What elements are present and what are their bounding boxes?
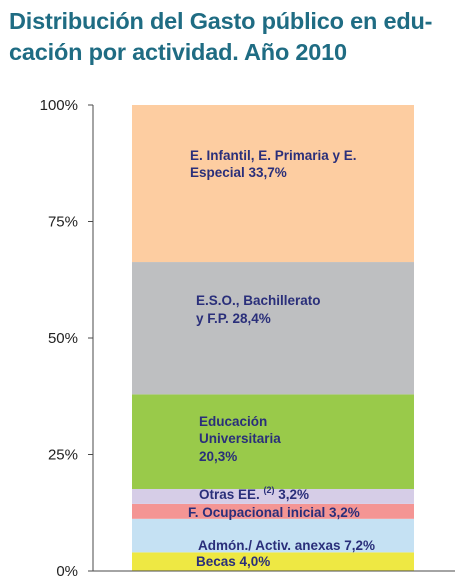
segment-label-3-pre: Otras EE. <box>199 487 264 502</box>
bar-segment-5 <box>132 262 414 395</box>
segment-labels: Becas 4,0%Admón./ Activ. anexas 7,2% F. O… <box>188 148 375 569</box>
bar-segment-2 <box>132 503 414 519</box>
segment-label-5-line-0: E.S.O., Bachillerato <box>196 293 321 308</box>
segment-label-1-line-0: Admón./ Activ. anexas 7,2% <box>198 538 375 553</box>
segment-label-4-line-1: Universitaria <box>199 431 281 446</box>
segment-label-4-line-2: 20,3% <box>199 449 237 464</box>
chart-title-line-2: cación por actividad. Año 2010 <box>9 39 347 65</box>
bar-segments <box>132 105 414 571</box>
bar-segment-1 <box>132 518 414 553</box>
y-tick-label-2: 50% <box>48 330 78 347</box>
segment-label-4-line-0: Educación <box>199 414 267 429</box>
segment-label-2-line-0: F. Ocupacional inicial 3,2% <box>188 505 360 520</box>
segment-label-6-line-1: Especial 33,7% <box>190 165 287 180</box>
bar-segment-3 <box>132 488 414 504</box>
segment-label-6-line-0: E. Infantil, E. Primaria y E. <box>190 148 357 163</box>
y-tick-label-0: 0% <box>56 563 78 580</box>
chart-title: Distribución del Gasto público en edu- c… <box>9 6 459 68</box>
segment-label-0-line-0: Becas 4,0% <box>196 554 270 569</box>
bar-segment-6 <box>132 105 414 263</box>
y-tick-label-1: 25% <box>48 447 78 464</box>
segment-label-5-line-1: y F.P. 28,4% <box>196 311 271 326</box>
y-tick-label-3: 75% <box>48 214 78 231</box>
bar-segment-0 <box>132 552 414 571</box>
chart-title-line-1: Distribución del Gasto público en edu- <box>9 8 433 34</box>
bar-segment-4 <box>132 394 414 489</box>
segment-label-3-post: 3,2% <box>275 487 310 502</box>
y-tick-label-4: 100% <box>40 97 78 114</box>
segment-label-3-sup: (2) <box>264 485 275 495</box>
segment-label-3: Otras EE. (2) 3,2% <box>199 485 309 502</box>
y-axis: 0% 25% 50% 75% 100% <box>40 97 455 580</box>
